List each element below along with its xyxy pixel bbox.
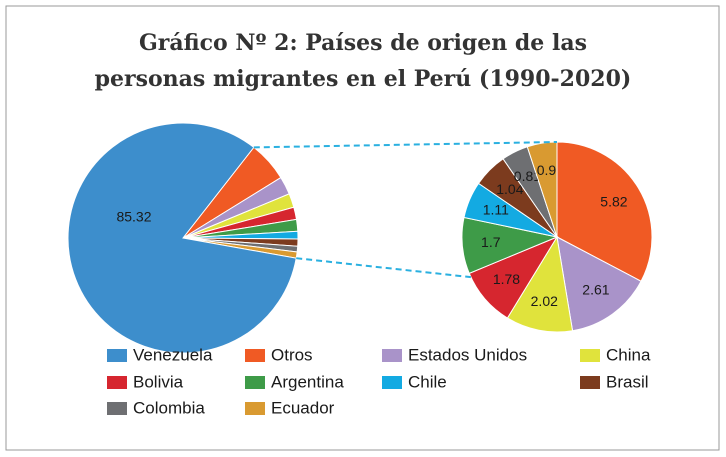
legend-swatch (580, 376, 600, 389)
pie-slice (506, 235, 574, 333)
legend-swatch (580, 349, 600, 362)
legend-label: Argentina (271, 372, 344, 391)
data-label: 0.81 (514, 168, 541, 184)
legend-swatch (245, 349, 265, 362)
legend-swatch (107, 376, 127, 389)
legend-label: Ecuador (271, 398, 335, 417)
legend-label: Colombia (133, 398, 205, 417)
legend-swatch (107, 402, 127, 415)
legend-label: Estados Unidos (408, 345, 527, 364)
legend-swatch (382, 349, 402, 362)
legend-label: Brasil (606, 372, 649, 391)
legend-swatch (382, 376, 402, 389)
data-label: 0.9 (537, 162, 557, 178)
data-label: 85.32 (116, 209, 151, 225)
legend-label: China (606, 345, 651, 364)
data-label: 5.82 (600, 193, 627, 209)
data-label: 1.7 (481, 234, 501, 250)
pie-slice (556, 141, 653, 282)
legend-label: Chile (408, 372, 447, 391)
chart-title: Gráfico Nº 2: Países de origen de las (139, 30, 587, 56)
data-label: 1.11 (483, 202, 509, 218)
data-label: 1.78 (493, 271, 520, 287)
pie-slice (556, 236, 642, 332)
legend-swatch (245, 402, 265, 415)
data-label: 2.61 (582, 282, 609, 298)
connector (253, 141, 558, 149)
legend-label: Otros (271, 345, 313, 364)
data-label: 1.04 (496, 181, 523, 197)
legend-label: Venezuela (133, 345, 213, 364)
pie-slice (67, 122, 297, 354)
legend-label: Bolivia (133, 372, 184, 391)
chart-title: personas migrantes en el Perú (1990-2020… (95, 66, 632, 92)
data-label: 2.02 (531, 293, 558, 309)
legend-swatch (245, 376, 265, 389)
legend-swatch (107, 349, 127, 362)
